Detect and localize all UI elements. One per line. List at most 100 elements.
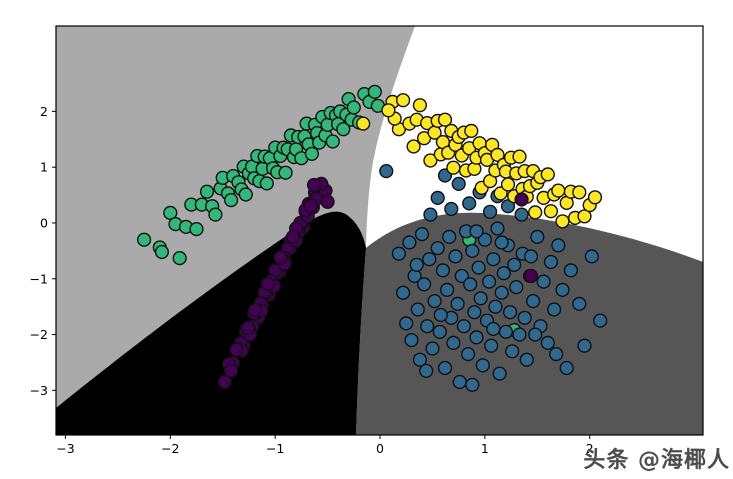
point-class-blue	[543, 254, 559, 270]
point-class-blue	[563, 263, 579, 278]
point-class-blue	[528, 327, 543, 342]
point-class-yellow	[587, 190, 603, 205]
point-class-blue	[427, 294, 442, 309]
point-class-purple	[248, 302, 263, 318]
point-class-yellow	[555, 214, 570, 229]
point-class-blue	[402, 235, 417, 250]
point-class-yellow	[490, 147, 505, 163]
point-class-blue	[471, 260, 486, 275]
point-class-blue	[559, 360, 574, 376]
point-class-blue	[572, 296, 587, 312]
point-class-blue	[465, 243, 480, 259]
point-class-yellow	[446, 160, 461, 175]
point-class-blue	[519, 352, 534, 367]
point-class-blue	[432, 324, 447, 339]
point-class-yellow	[540, 167, 555, 182]
point-class-blue	[503, 305, 518, 320]
point-class-purple	[260, 276, 275, 291]
point-class-green	[137, 232, 152, 247]
point-class-blue	[451, 176, 466, 192]
point-class-blue	[454, 268, 469, 284]
point-class-purple	[320, 194, 335, 209]
point-class-purple	[224, 363, 239, 378]
point-class-yellow	[543, 204, 559, 219]
point-class-blue	[577, 338, 592, 353]
point-class-green	[224, 193, 239, 208]
point-class-blue	[551, 238, 566, 253]
point-class-yellow	[381, 103, 396, 118]
y-tick-label: −1	[30, 271, 48, 286]
y-tick-label: 2	[40, 104, 48, 119]
point-class-blue	[422, 252, 437, 267]
point-class-green	[238, 187, 253, 202]
axes: −3 −2 −1 0 1 2 2 1 0 −1 −2 −3	[30, 25, 704, 456]
point-class-blue	[414, 227, 430, 242]
point-class-green	[336, 122, 351, 137]
point-class-blue	[486, 252, 501, 267]
x-tick-label: 2	[586, 441, 594, 456]
point-class-blue	[584, 249, 599, 264]
point-class-green	[189, 222, 204, 237]
point-class-green	[346, 100, 361, 115]
point-class-blue	[540, 335, 555, 351]
point-class-blue	[477, 232, 493, 247]
point-class-blue	[486, 321, 501, 337]
point-class-blue	[450, 296, 465, 312]
y-tick-label: 1	[40, 160, 48, 175]
point-class-blue	[500, 199, 516, 214]
point-class-blue	[412, 352, 428, 367]
point-class-blue	[430, 190, 445, 206]
point-class-yellow	[500, 177, 516, 192]
point-class-blue	[492, 366, 507, 381]
point-class-yellow	[396, 93, 411, 108]
point-class-blue	[494, 285, 509, 300]
point-class-blue	[437, 360, 453, 376]
point-class-blue	[463, 277, 478, 292]
y-tick-label: −3	[30, 383, 48, 398]
point-class-purple	[523, 268, 539, 284]
x-tick-label: −2	[161, 441, 179, 456]
point-class-blue	[462, 196, 477, 211]
point-class-blue	[379, 164, 394, 179]
point-class-blue	[448, 249, 463, 264]
y-tick-label: −2	[30, 327, 48, 342]
point-class-blue	[456, 319, 472, 334]
point-class-blue	[490, 221, 505, 236]
point-class-blue	[536, 274, 551, 289]
point-class-purple	[303, 198, 318, 213]
point-class-blue	[505, 344, 520, 359]
point-class-green	[172, 251, 187, 266]
point-class-blue	[517, 310, 532, 325]
point-class-blue	[525, 294, 541, 309]
x-tick-label: −3	[56, 441, 74, 456]
point-class-yellow	[512, 149, 527, 164]
point-class-blue	[496, 266, 511, 281]
point-class-blue	[488, 299, 503, 314]
point-class-blue	[494, 235, 509, 250]
point-class-yellow	[406, 139, 421, 154]
x-tick-label: 0	[376, 441, 384, 456]
point-class-blue	[444, 201, 459, 217]
point-class-yellow	[423, 153, 438, 168]
point-class-blue	[484, 338, 499, 353]
point-class-purple	[285, 229, 301, 245]
point-class-blue	[555, 282, 570, 298]
point-class-blue	[430, 241, 445, 256]
point-class-green	[278, 165, 293, 180]
point-class-blue	[546, 302, 562, 317]
point-class-blue	[509, 280, 524, 295]
x-tick-label: 1	[481, 441, 489, 456]
point-class-purple	[514, 192, 529, 207]
point-class-blue	[483, 204, 498, 219]
point-class-blue	[423, 207, 438, 222]
point-class-yellow	[412, 98, 428, 113]
point-class-green	[325, 134, 340, 149]
point-class-green	[208, 207, 223, 222]
point-class-blue	[410, 302, 425, 317]
point-class-purple	[306, 177, 322, 193]
point-class-purple	[217, 374, 232, 390]
point-class-green	[199, 184, 215, 199]
point-class-blue	[399, 316, 414, 331]
